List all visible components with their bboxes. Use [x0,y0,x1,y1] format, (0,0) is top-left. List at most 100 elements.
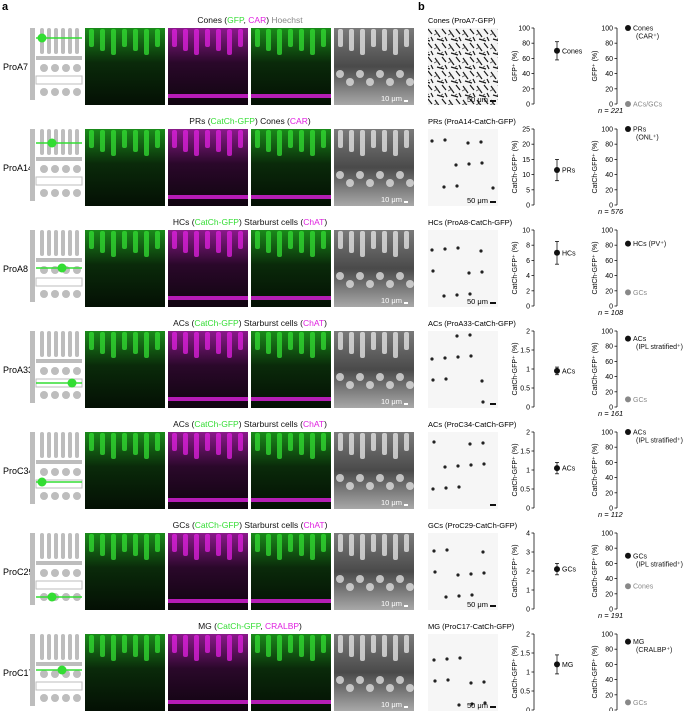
header-segment: PRs ( [189,116,210,126]
row-header: MG (CatCh-GFP, CRALBP) [198,621,302,631]
flatmount-image [428,331,498,408]
cell-signal [155,130,160,148]
photoreceptor-cell [75,28,79,54]
nucleus [376,272,384,280]
cell-signal [371,130,376,148]
breakdown-label: ACs/GCs [633,102,663,109]
cell-signal [277,433,282,459]
nucleus [336,474,344,482]
breakdown-sublabel: (IPL stratified⁺) [636,561,683,568]
y-tick-label: 5 [526,187,530,194]
cell-signal [360,130,365,156]
marker-band [168,195,248,199]
photoreceptor-cell [47,331,51,357]
cell-signal [144,433,149,459]
header-segment: ) [299,621,302,631]
nucleus [396,676,404,684]
inner-plexiform-layer [35,580,83,590]
nucleus [406,684,414,692]
inner-nuclear-cell [40,670,48,678]
cell-signal [382,332,387,354]
labeled-cell [456,464,460,468]
ganglion-cell [73,88,81,96]
cell-signal [255,433,260,451]
cell-signal [277,29,282,55]
row-proa8: HCs (CatCh-GFP) Starburst cells (ChAT) Pr… [3,217,666,317]
micrograph-hoechst [334,634,414,711]
micrograph-marker [168,533,248,610]
b-scale-bar [490,100,496,102]
muller-glia [30,634,35,706]
nucleus [406,179,414,187]
cell-signal [100,29,105,51]
scale-bar-label: 10 μm [381,700,402,709]
y-tick-label: 1 [526,670,530,677]
micrograph-hoechst [334,533,414,610]
nucleus [386,482,394,490]
row-proa14: PRs (CatCh-GFP) Cones (CAR) ProA14 10 μm PR… [3,116,659,216]
cell-signal [133,130,138,152]
cell-signal [144,130,149,156]
inner-nuclear-cell [51,367,59,375]
y-tick-label: 2 [526,430,530,437]
breakdown-sublabel: (IPL stratified⁺) [636,344,683,351]
y-tick-label: 20 [605,389,613,396]
photoreceptor-cell [47,533,51,559]
cell-signal [404,534,409,552]
cell-signal [382,433,387,455]
b-scale-bar [490,504,496,506]
b-scale-label: 50 μm [467,600,488,609]
y-axis-label: CatCh-GFP⁺ (%) [592,544,599,597]
panel-b-title: MG (ProC17-CatCh-GFP) [428,622,515,631]
header-segment: MG ( [198,621,217,631]
labeled-cell [468,442,472,446]
y-tick-label: 0 [609,506,613,513]
cell-signal [205,29,210,47]
y-tick-label: 10 [522,172,530,179]
labeled-cell [491,186,495,190]
header-segment: CatCh-GFP [211,116,256,126]
y-tick-label: 40 [605,172,613,179]
muller-glia [30,230,35,302]
nucleus [346,78,354,86]
breakdown-sublabel: (CRALBP⁺) [636,647,672,654]
photoreceptor-cell [54,230,58,256]
cell-signal [205,332,210,350]
cell-signal [183,433,188,455]
cell-signal [349,635,354,657]
cell-signal [393,433,398,459]
cell-signal [205,534,210,552]
inner-nuclear-cell [51,670,59,678]
y-axis-label: CatCh-GFP⁺ (%) [592,241,599,294]
micrograph-gfp [85,533,165,610]
cell-signal [266,332,271,354]
header-segment: ) Starburst cells ( [239,318,303,328]
cell-signal [277,635,282,661]
cell-signal [144,231,149,257]
nucleus [366,482,374,490]
cell-signal [360,635,365,661]
micrograph-merge [251,129,331,206]
cell-signal [172,332,177,350]
labeled-cell [432,440,436,444]
cell-signal [382,130,387,152]
labeled-cell [467,271,471,275]
cell-signal [183,231,188,253]
cell-signal [310,231,315,257]
header-segment: ) Cones ( [255,116,290,126]
labeled-cell [481,550,485,554]
header-segment: ) [325,520,328,530]
cell-signal [194,433,199,459]
y-tick-label: 25 [522,127,530,134]
cell-signal [238,635,243,653]
cell-signal [310,433,315,459]
labeled-cell [444,377,448,381]
cell-signal [349,534,354,556]
scale-bar-label: 10 μm [381,599,402,608]
photoreceptor-cell [54,432,58,458]
labeled-cell [470,593,474,597]
cell-signal [393,29,398,55]
cell-signal [111,231,116,257]
data-point [554,566,560,573]
